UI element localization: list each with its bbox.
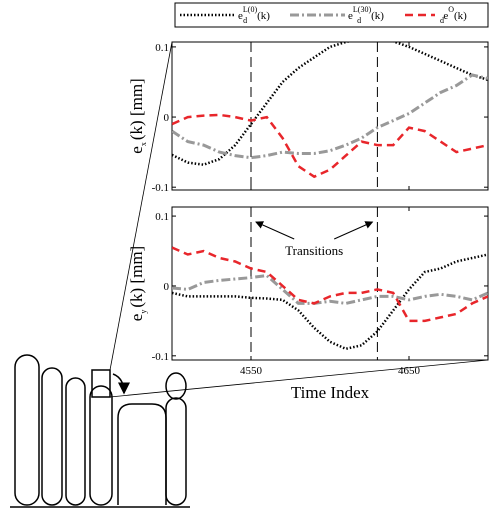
y-label-sub: x <box>139 142 148 146</box>
annotation-arrow <box>255 221 295 240</box>
x-tick-label: 4550 <box>240 365 263 377</box>
legend-entries: eL(0) d (k) eL(30) d (k) eO d (k) <box>180 5 467 25</box>
legend-sup: O <box>448 5 454 14</box>
legend-tail: (k) <box>257 10 270 22</box>
y-tick-label: 0 <box>164 281 170 293</box>
y-axis-label: ex (k) [mm] <box>127 78 148 153</box>
legend-sup: L(0) <box>243 5 258 14</box>
zoom-line <box>109 41 173 371</box>
y-label-base: e <box>127 314 146 322</box>
series-group <box>172 246 488 351</box>
series-line <box>172 253 488 351</box>
plot-area <box>171 206 489 361</box>
series-line <box>172 273 488 305</box>
y-axis-label: ey (k) [mm] <box>127 246 148 321</box>
y-tick-label: 0 <box>164 112 170 124</box>
x-axis-label: Time Index <box>291 383 370 402</box>
legend-tail: (k) <box>371 10 384 22</box>
annotation: Transitions <box>285 243 343 258</box>
legend-sub: d <box>440 16 444 25</box>
legend-sup: L(30) <box>353 5 372 14</box>
plot-area <box>171 41 489 191</box>
legend-label: eL(30) d (k) <box>348 5 384 25</box>
legend-tail: (k) <box>454 10 467 22</box>
y-label-tail: (k) [mm] <box>127 78 146 140</box>
x-tick-label: 4650 <box>398 365 421 377</box>
y-label-base: e <box>127 146 146 154</box>
series-line <box>172 113 488 179</box>
legend-label: eO d (k) <box>440 5 467 25</box>
zoom-line <box>109 359 489 398</box>
series-line <box>172 73 488 160</box>
annotation-arrow <box>333 221 374 240</box>
legend-sub: d <box>243 16 247 25</box>
y-label-sub: y <box>139 310 148 314</box>
series-line <box>172 246 488 323</box>
y-label-tail: (k) [mm] <box>127 246 146 308</box>
legend-sub: d <box>357 16 361 25</box>
legend-base: e <box>238 10 243 22</box>
series-group <box>172 42 488 179</box>
y-tick-label: 0.1 <box>155 211 169 223</box>
serpentine-diagram <box>10 354 190 508</box>
legend-base: e <box>348 10 353 22</box>
axes: 0.1 0 -0.1 ex (k) [mm] <box>127 41 489 194</box>
y-tick-label: -0.1 <box>152 182 169 194</box>
y-tick-label: -0.1 <box>152 351 169 363</box>
axes: 0.1 0 -0.1 4550 4650 ey (k) [mm] Time Index Tran… <box>127 206 489 402</box>
y-tick-label: 0.1 <box>155 42 169 54</box>
legend-base: e <box>443 10 448 22</box>
legend-label: eL(0) d (k) <box>238 5 270 25</box>
